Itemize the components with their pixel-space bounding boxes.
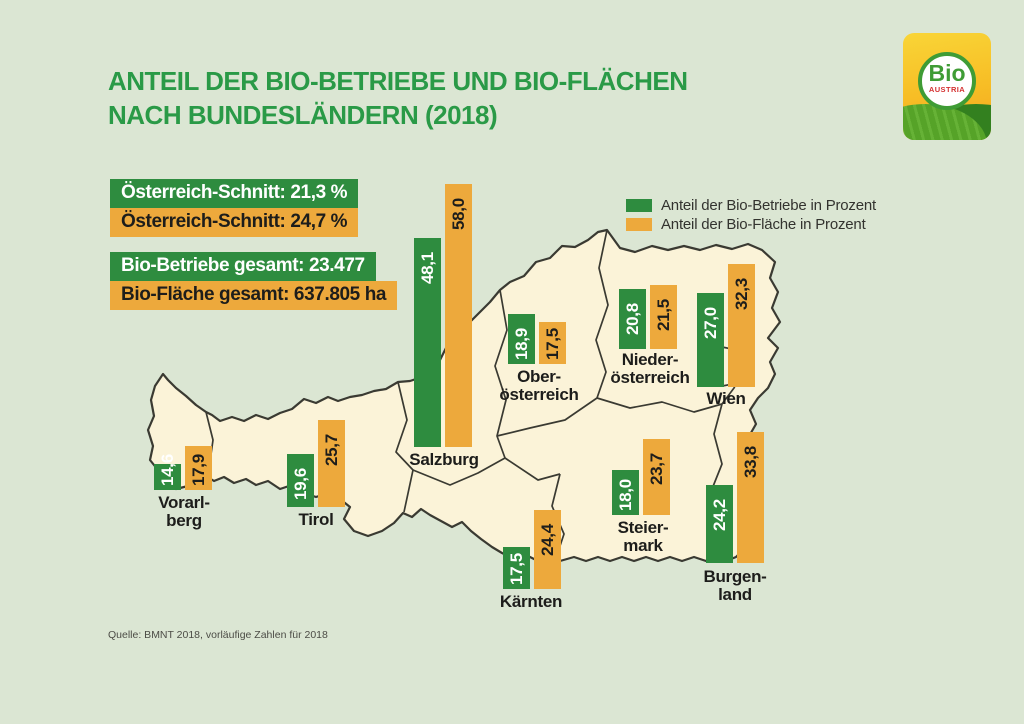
state-label-line: österreich bbox=[610, 368, 690, 387]
state-border-niederoesterreich-steiermark bbox=[596, 397, 723, 413]
legend-label-betriebe: Anteil der Bio-Betriebe in Prozent bbox=[661, 197, 876, 214]
legend-item-betriebe: Anteil der Bio-Betriebe in Prozent bbox=[626, 196, 876, 215]
bar-wien-flaeche: 32,3 bbox=[728, 264, 755, 387]
title-line-2: NACH BUNDESLÄNDERN (2018) bbox=[108, 100, 498, 130]
bar-salzburg-flaeche: 58,0 bbox=[445, 184, 472, 447]
bar-vorarlberg-betriebe: 14,6 bbox=[154, 454, 181, 490]
state-border-kaernten-north bbox=[412, 457, 561, 486]
bar-wien-betriebe: 27,0 bbox=[697, 293, 724, 387]
state-label-steiermark: Steier-mark bbox=[578, 519, 708, 555]
legend-item-flaeche: Anteil der Bio-Fläche in Prozent bbox=[626, 215, 876, 234]
state-label-tirol: Tirol bbox=[251, 511, 381, 529]
page-title: ANTEIL DER BIO-BETRIEBE UND BIO-FLÄCHEN … bbox=[108, 64, 688, 132]
bar-value-tirol-flaeche: 25,7 bbox=[322, 434, 341, 466]
state-label-line: land bbox=[718, 585, 752, 604]
bar-value-steiermark-flaeche: 23,7 bbox=[647, 453, 666, 485]
bar-niederoesterreich-betriebe: 20,8 bbox=[619, 289, 646, 349]
state-label-burgenland: Burgen-land bbox=[670, 568, 800, 604]
legend-swatch-betriebe bbox=[626, 199, 652, 212]
state-label-line: Nieder- bbox=[621, 350, 679, 369]
state-label-line: berg bbox=[166, 511, 202, 530]
state-label-wien: Wien bbox=[661, 390, 791, 408]
bar-value-kaernten-flaeche: 24,4 bbox=[538, 524, 557, 556]
bar-oberoesterreich-flaeche: 17,5 bbox=[539, 322, 566, 364]
bar-value-vorarlberg-flaeche: 17,9 bbox=[189, 454, 208, 486]
state-border-oberoesterreich-steiermark bbox=[496, 397, 598, 437]
state-label-line: Tirol bbox=[298, 510, 334, 529]
bar-value-kaernten-betriebe: 17,5 bbox=[507, 553, 526, 585]
state-label-line: mark bbox=[623, 536, 663, 555]
state-label-line: Salzburg bbox=[409, 450, 479, 469]
state-label-line: Wien bbox=[706, 389, 746, 408]
bar-value-tirol-betriebe: 19,6 bbox=[291, 468, 310, 500]
bar-steiermark-flaeche: 23,7 bbox=[643, 439, 670, 515]
bar-value-oberoesterreich-flaeche: 17,5 bbox=[543, 328, 562, 360]
bar-value-niederoesterreich-flaeche: 21,5 bbox=[654, 299, 673, 331]
state-label-kaernten: Kärnten bbox=[466, 593, 596, 611]
state-label-line: Ober- bbox=[517, 367, 561, 386]
state-border-salzburg-oberoesterreich bbox=[494, 289, 508, 459]
stats-gap bbox=[110, 237, 397, 252]
state-label-line: Burgen- bbox=[703, 567, 767, 586]
state-label-line: Steier- bbox=[617, 518, 669, 537]
logo-circle: Bio AUSTRIA bbox=[918, 52, 976, 110]
bar-tirol-flaeche: 25,7 bbox=[318, 420, 345, 507]
bar-burgenland-flaeche: 33,8 bbox=[737, 432, 764, 563]
bar-niederoesterreich-flaeche: 21,5 bbox=[650, 285, 677, 349]
legend-swatch-flaeche bbox=[626, 218, 652, 231]
bar-value-niederoesterreich-betriebe: 20,8 bbox=[623, 303, 642, 335]
stat-box-schnitt-betriebe: Österreich-Schnitt: 21,3 % bbox=[110, 179, 359, 208]
legend-label-flaeche: Anteil der Bio-Fläche in Prozent bbox=[661, 216, 866, 233]
bar-value-wien-flaeche: 32,3 bbox=[732, 278, 751, 310]
bar-value-steiermark-betriebe: 18,0 bbox=[616, 479, 635, 511]
bar-salzburg-betriebe: 48,1 bbox=[414, 238, 441, 447]
bar-kaernten-betriebe: 17,5 bbox=[503, 547, 530, 589]
bio-austria-logo: Bio AUSTRIA bbox=[903, 33, 991, 140]
bar-tirol-betriebe: 19,6 bbox=[287, 454, 314, 507]
bar-burgenland-betriebe: 24,2 bbox=[706, 485, 733, 563]
bar-value-wien-betriebe: 27,0 bbox=[701, 307, 720, 339]
state-label-oberoesterreich: Ober-österreich bbox=[474, 368, 604, 404]
bar-value-salzburg-betriebe: 48,1 bbox=[418, 252, 437, 284]
logo-text-bio: Bio bbox=[928, 60, 966, 86]
title-line-1: ANTEIL DER BIO-BETRIEBE UND BIO-FLÄCHEN bbox=[108, 66, 688, 96]
logo-text-austria: AUSTRIA bbox=[928, 85, 966, 94]
state-label-line: österreich bbox=[499, 385, 579, 404]
stat-box-schnitt-flaeche: Österreich-Schnitt: 24,7 % bbox=[110, 208, 359, 237]
state-label-line: Vorarl- bbox=[158, 493, 210, 512]
bar-vorarlberg-flaeche: 17,9 bbox=[185, 446, 212, 490]
source-note: Quelle: BMNT 2018, vorläufige Zahlen für… bbox=[108, 629, 328, 641]
stat-box-betriebe-gesamt: Bio-Betriebe gesamt: 23.477 bbox=[110, 252, 376, 281]
state-border-oberoesterreich-niederoesterreich bbox=[595, 229, 609, 399]
state-label-line: Kärnten bbox=[499, 592, 563, 611]
bar-kaernten-flaeche: 24,4 bbox=[534, 510, 561, 589]
bar-value-salzburg-flaeche: 58,0 bbox=[449, 198, 468, 230]
state-label-niederoesterreich: Nieder-österreich bbox=[585, 351, 715, 387]
chart-legend: Anteil der Bio-Betriebe in Prozent Antei… bbox=[626, 196, 876, 234]
stats-panel: Österreich-Schnitt: 21,3 % Österreich-Sc… bbox=[110, 179, 398, 310]
state-border-tirol-salzburg bbox=[395, 381, 414, 513]
bar-value-oberoesterreich-betriebe: 18,9 bbox=[512, 328, 531, 360]
state-label-vorarlberg: Vorarl-berg bbox=[119, 494, 249, 530]
bar-oberoesterreich-betriebe: 18,9 bbox=[508, 314, 535, 364]
bar-value-burgenland-betriebe: 24,2 bbox=[710, 499, 729, 531]
bar-steiermark-betriebe: 18,0 bbox=[612, 470, 639, 515]
stat-box-flaeche-gesamt: Bio-Fläche gesamt: 637.805 ha bbox=[110, 281, 398, 310]
bar-value-vorarlberg-betriebe: 14,6 bbox=[158, 454, 177, 486]
state-label-salzburg: Salzburg bbox=[379, 451, 509, 469]
bar-value-burgenland-flaeche: 33,8 bbox=[741, 446, 760, 478]
